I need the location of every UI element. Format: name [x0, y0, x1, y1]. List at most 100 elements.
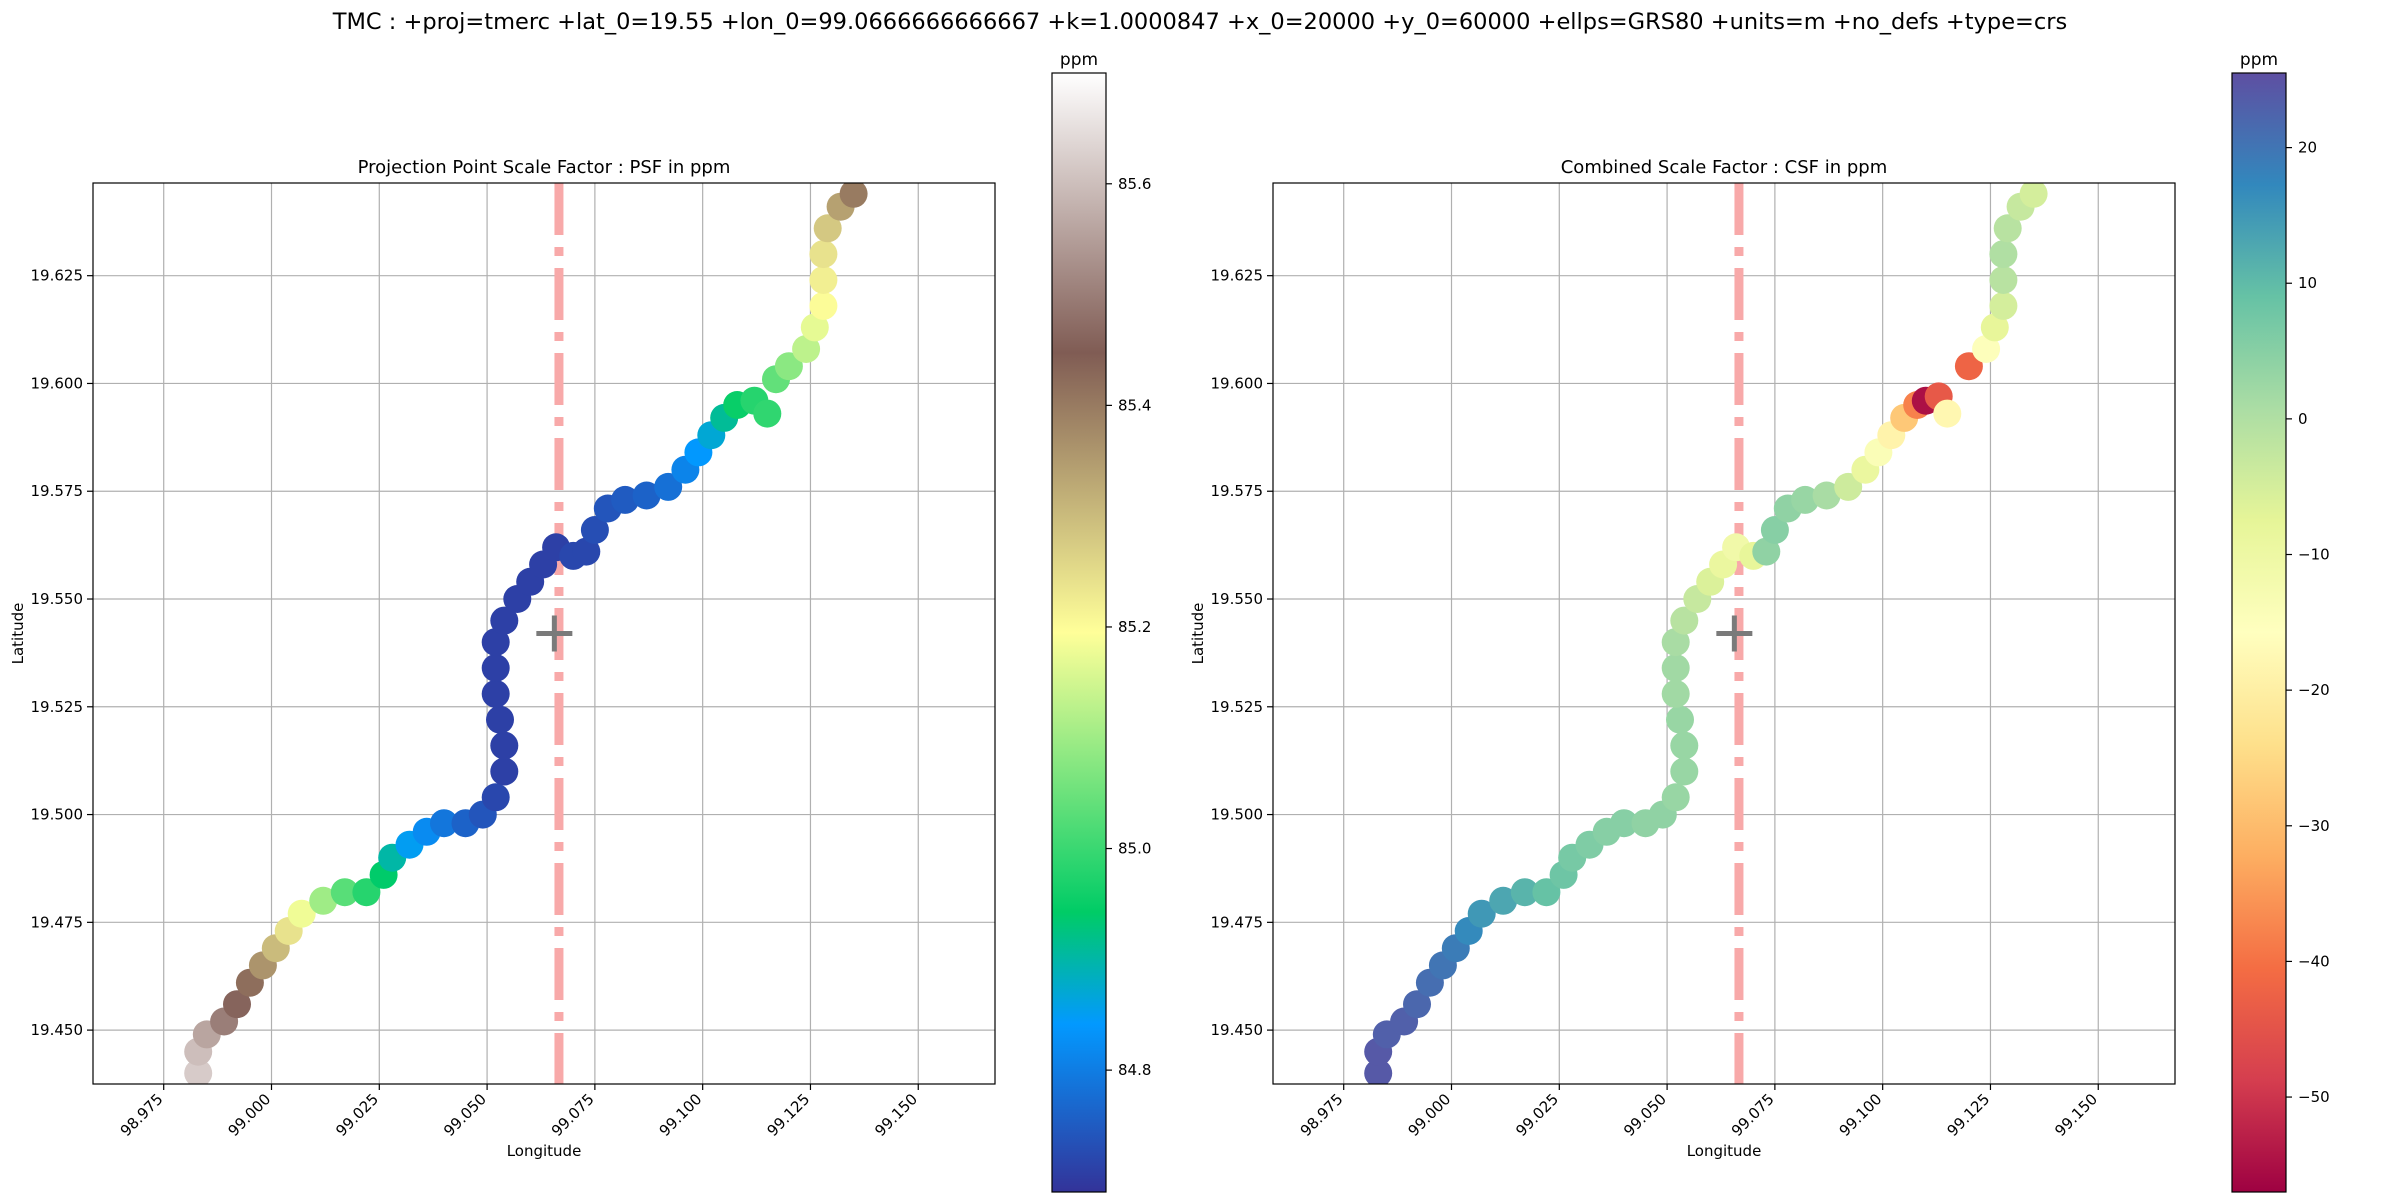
csf-panel: 98.975 99.000 99.025 99.050 99.075 99.100 99.1…: [1189, 50, 2330, 1193]
scatter-point: [1954, 352, 1983, 381]
y-tick-label: 19.525: [1211, 698, 1264, 716]
scatter-point: [1989, 291, 2018, 320]
scatter-point: [1812, 481, 1841, 510]
y-tick-label: 19.450: [1211, 1021, 1264, 1039]
scatter-point: [490, 606, 519, 635]
figure-suptitle: TMC : +proj=tmerc +lat_0=19.55 +lon_0=99…: [332, 9, 2067, 35]
colorbar-tick-label: −30: [2298, 817, 2330, 835]
y-tick-label: 19.575: [1211, 482, 1264, 500]
x-axis-label: Longitude: [507, 1142, 582, 1160]
scatter-point: [490, 757, 519, 786]
scatter-point: [580, 516, 609, 544]
colorbar-tick-label: −20: [2298, 681, 2330, 699]
scatter-point: [486, 705, 514, 734]
scatter-point: [809, 240, 838, 269]
scatter-point: [287, 899, 316, 928]
scatter-point: [1933, 399, 1962, 428]
scatter-point: [1661, 628, 1690, 657]
y-tick-label: 19.550: [1211, 590, 1264, 608]
colorbar-tick-label: 85.2: [1118, 618, 1151, 636]
x-tick-label: 99.050: [440, 1090, 490, 1140]
plot-title: Combined Scale Factor : CSF in ppm: [1561, 157, 1888, 178]
y-tick-label: 19.525: [31, 698, 84, 716]
colorbar-tick-label: −50: [2298, 1088, 2330, 1106]
scatter-point: [800, 313, 829, 342]
y-tick-label: 19.600: [1211, 374, 1264, 392]
scatter-point: [611, 485, 640, 514]
scatter-point: [481, 654, 510, 682]
y-tick-label: 19.475: [1211, 913, 1264, 931]
scatter-point: [1989, 266, 2018, 294]
x-tick-label: 99.150: [2051, 1090, 2101, 1140]
scatter-point: [1989, 240, 2018, 269]
x-tick-label: 99.125: [763, 1090, 813, 1140]
scatter-point: [430, 809, 458, 838]
scatter-point: [1364, 1059, 1393, 1084]
scatter-point: [632, 481, 661, 510]
plot-frame: [1272, 182, 2176, 1085]
scatter-point: [792, 335, 821, 363]
scatter-point: [184, 1059, 213, 1084]
scatter-point: [1993, 214, 2022, 243]
scatter-point: [774, 352, 803, 381]
scatter-point: [352, 878, 381, 907]
scatter-point: [753, 399, 782, 428]
x-tick-label: 99.150: [871, 1090, 921, 1140]
x-tick-label: 99.050: [1620, 1090, 1670, 1140]
scatter-point: [1972, 335, 2001, 363]
x-tick-label: 98.975: [117, 1090, 167, 1140]
scatter-point: [1661, 679, 1690, 708]
scatter-point: [809, 266, 838, 294]
x-tick-label: 99.025: [1512, 1090, 1562, 1140]
y-tick-label: 19.500: [31, 806, 84, 824]
scatter-point: [1666, 705, 1694, 734]
scatter-point: [813, 214, 842, 243]
scatter-point: [330, 878, 359, 907]
scatter-point: [1834, 472, 1863, 501]
colorbar-tick-label: −40: [2298, 952, 2330, 970]
scatter-point: [839, 183, 868, 208]
colorbar-label: ppm: [2240, 50, 2278, 70]
y-tick-label: 19.475: [31, 913, 84, 931]
scatter-point: [1532, 878, 1561, 907]
x-tick-label: 99.100: [1836, 1090, 1886, 1140]
x-tick-label: 99.000: [1404, 1090, 1454, 1140]
x-tick-label: 98.975: [1297, 1090, 1347, 1140]
scatter-point: [1610, 809, 1638, 838]
data-layer: [1364, 183, 2048, 1084]
x-tick-label: 99.075: [548, 1090, 598, 1140]
scatter-point: [572, 537, 601, 566]
x-tick-label: 99.075: [1728, 1090, 1778, 1140]
y-tick-label: 19.450: [31, 1021, 84, 1039]
scatter-point: [481, 628, 510, 657]
y-axis-label: Latitude: [1189, 603, 1207, 665]
y-tick-label: 19.625: [1211, 267, 1264, 285]
scatter-point: [1752, 537, 1781, 566]
scatter-point: [309, 886, 338, 915]
y-tick-label: 19.625: [31, 267, 84, 285]
scatter-point: [1661, 654, 1690, 682]
scatter-point: [1403, 990, 1431, 1019]
colorbar-tick-label: 85.0: [1118, 840, 1151, 858]
colorbar-tick-label: 85.6: [1118, 175, 1151, 193]
y-tick-label: 19.550: [31, 590, 84, 608]
data-layer: [184, 183, 868, 1084]
scatter-point: [809, 291, 838, 320]
scatter-point: [1760, 516, 1789, 544]
colorbar-tick-label: 0: [2298, 410, 2308, 428]
scatter-point: [1661, 783, 1690, 812]
colorbar: [2231, 72, 2287, 1193]
scatter-point: [1980, 313, 2009, 342]
scatter-point: [490, 731, 519, 760]
scatter-point: [1791, 485, 1820, 514]
plot-title: Projection Point Scale Factor : PSF in p…: [358, 157, 731, 178]
colorbar-tick-label: 85.4: [1118, 396, 1151, 414]
colorbar: [1051, 72, 1107, 1193]
x-tick-label: 99.000: [224, 1090, 274, 1140]
y-tick-label: 19.500: [1211, 806, 1264, 824]
colorbar-tick-label: 84.8: [1118, 1061, 1151, 1079]
scatter-point: [2019, 183, 2048, 208]
colorbar-tick-label: 20: [2298, 139, 2317, 157]
scatter-point: [1510, 878, 1539, 907]
